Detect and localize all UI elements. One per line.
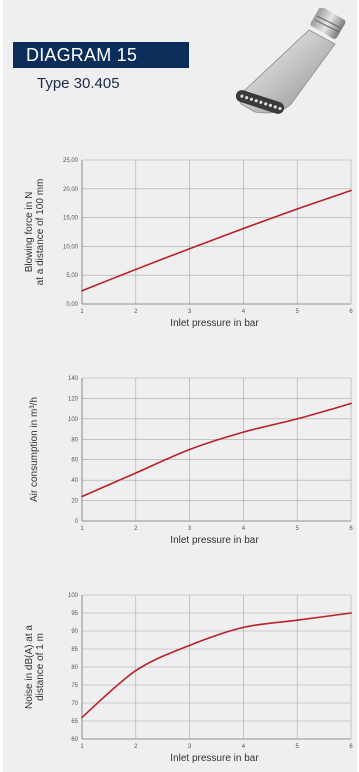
y-tick-label: 120 [68, 396, 79, 402]
data-point [242, 626, 245, 629]
y-tick-label: 60 [71, 458, 78, 464]
chart-3: 60 65 70 75 80 85 90 95 100 1 2 3 4 5 6 Inlet pressure … [24, 593, 353, 764]
diagram-title: DIAGRAM 15 [13, 42, 189, 68]
x-tick-label: 5 [296, 744, 300, 750]
y-axis-label: Air consumption in m³/h [29, 397, 40, 502]
data-point [81, 495, 83, 498]
y-axis-label-line: distance of 1 m [35, 633, 46, 701]
data-point [296, 619, 299, 622]
x-tick-label: 4 [242, 744, 246, 750]
x-tick-label: 6 [349, 309, 353, 315]
y-axis-label: Noise in dB(A) at adistance of 1 m [24, 625, 46, 709]
x-tick-label: 2 [134, 309, 138, 315]
y-tick-label: 90 [71, 629, 78, 635]
x-tick-label: 2 [134, 744, 138, 750]
x-tick-label: 3 [188, 309, 192, 315]
y-tick-label: 100 [68, 593, 79, 599]
y-axis-label-line: Blowing force in N [24, 192, 35, 273]
data-point [188, 448, 191, 451]
x-tick-label: 1 [80, 309, 84, 315]
y-tick-label: 75 [71, 683, 78, 689]
data-point [81, 289, 83, 292]
x-tick-label: 6 [349, 526, 353, 532]
data-point [296, 417, 299, 420]
y-tick-label: 65 [71, 719, 78, 725]
y-tick-label: 140 [68, 376, 79, 382]
y-tick-label: 100 [68, 417, 79, 423]
data-point [242, 227, 245, 230]
nozzle-outlet [235, 90, 285, 114]
diagram-page: DIAGRAM 15 Type 30.405 [3, 0, 357, 772]
data-point [134, 268, 137, 271]
series-line-1 [81, 402, 352, 498]
series-line-1 [81, 189, 352, 292]
y-tick-label: 25,00 [63, 158, 79, 164]
data-point [134, 669, 137, 672]
y-tick-label: 5,00 [66, 273, 78, 279]
x-tick-label: 4 [242, 526, 246, 532]
y-tick-label: 15,00 [63, 216, 79, 222]
y-tick-label: 20,00 [63, 187, 79, 193]
y-tick-label: 80 [71, 665, 78, 671]
data-point [350, 612, 352, 614]
chart-1: 0,00 5,00 10,00 15,00 20,00 25,00 1 2 3 4 5 6 Inlet … [24, 158, 353, 329]
y-tick-label: 0,00 [66, 302, 78, 308]
x-axis-label: Inlet pressure in bar [170, 535, 259, 546]
flat-air-nozzle-image [235, 8, 346, 114]
series-line-1 [81, 612, 352, 719]
y-axis-label-line: at a distance of 100 mm [35, 179, 46, 286]
y-tick-label: 95 [71, 611, 78, 617]
y-tick-label: 20 [71, 499, 78, 505]
x-tick-label: 5 [296, 309, 300, 315]
data-point [296, 208, 299, 210]
y-tick-label: 10,00 [63, 244, 79, 250]
data-point [350, 402, 352, 405]
y-tick-label: 80 [71, 437, 78, 443]
y-tick-label: 0 [75, 519, 79, 525]
data-point [188, 644, 191, 647]
x-axis-label: Inlet pressure in bar [170, 318, 259, 329]
data-point [81, 716, 83, 719]
x-tick-label: 4 [242, 309, 246, 315]
y-tick-label: 85 [71, 647, 78, 653]
x-tick-label: 3 [188, 744, 192, 750]
x-tick-label: 3 [188, 526, 192, 532]
x-tick-label: 6 [349, 744, 353, 750]
y-axis-label-line: Air consumption in m³/h [29, 397, 40, 502]
y-tick-label: 70 [71, 701, 78, 707]
data-point [134, 472, 137, 474]
data-point [188, 247, 191, 250]
x-tick-label: 5 [296, 526, 300, 532]
chart-2: 0 20 40 60 80 100 120 140 1 2 3 4 5 6 Inlet pressure i… [29, 376, 353, 546]
x-axis-label: Inlet pressure in bar [170, 753, 259, 764]
y-axis-label-line: Noise in dB(A) at a [24, 625, 35, 709]
x-tick-label: 1 [80, 744, 84, 750]
x-tick-label: 2 [134, 526, 138, 532]
y-tick-label: 40 [71, 478, 78, 484]
product-type: Type 30.405 [37, 75, 120, 92]
data-point [242, 431, 245, 434]
nozzle-thread [310, 8, 346, 39]
y-axis-label: Blowing force in Nat a distance of 100 m… [24, 179, 46, 286]
data-point [350, 189, 352, 192]
y-tick-label: 60 [71, 737, 78, 743]
x-tick-label: 1 [80, 526, 84, 532]
